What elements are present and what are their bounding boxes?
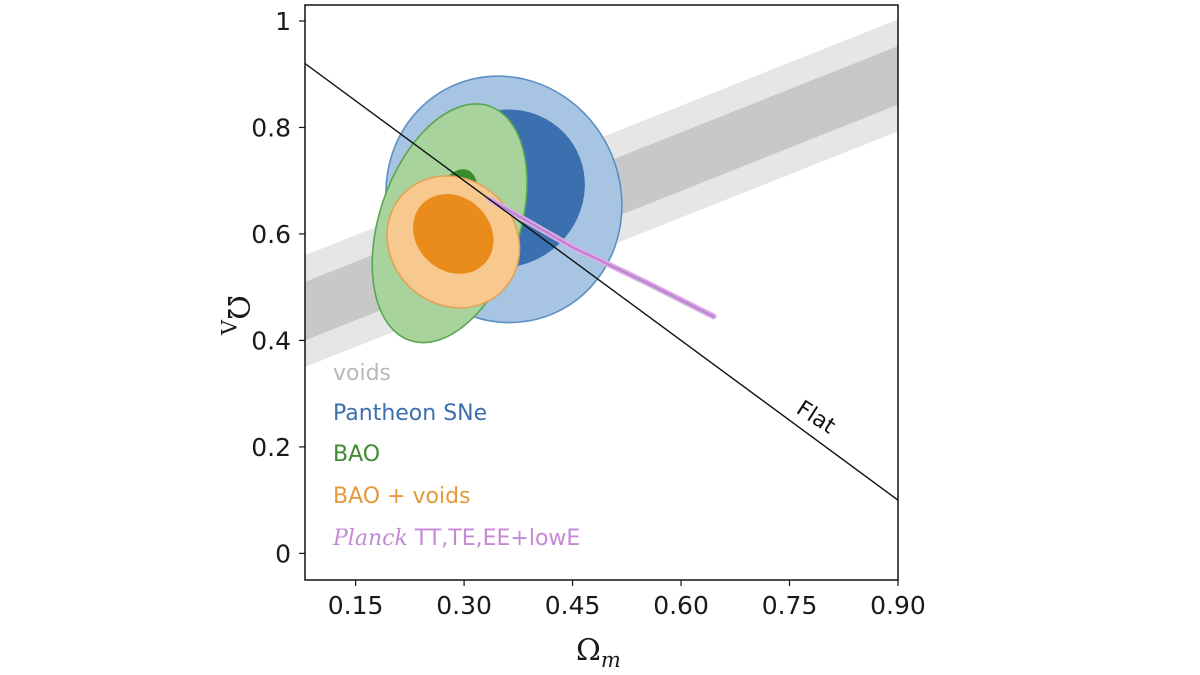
x-tick-label: 0.90 bbox=[870, 591, 926, 620]
x-axis-label: Ωm bbox=[576, 633, 621, 672]
legend-entry-bao: BAO bbox=[333, 442, 380, 467]
y-tick-label: 0.6 bbox=[251, 220, 291, 249]
bao-voids-contour-68 bbox=[413, 194, 494, 274]
plot-area bbox=[305, 19, 898, 501]
x-axis-label-sub: m bbox=[601, 648, 621, 672]
legend-planck-italic: Planck bbox=[332, 526, 408, 551]
y-tick-label: 0.2 bbox=[251, 433, 291, 462]
y-axis-label-sub: Λ bbox=[216, 319, 240, 336]
x-tick-label: 0.60 bbox=[653, 591, 709, 620]
plot-frame bbox=[304, 4, 899, 581]
legend-entry-voids: voids bbox=[333, 361, 391, 386]
legend-entry-bao-voids: BAO + voids bbox=[333, 484, 471, 509]
y-axis-label: ΩΛ bbox=[216, 295, 255, 336]
y-tick-label: 1 bbox=[275, 7, 291, 36]
y-axis: 0 0.2 0.4 0.6 0.8 1 bbox=[251, 7, 305, 568]
y-tick-label: 0.4 bbox=[251, 326, 291, 355]
x-tick-label: 0.15 bbox=[328, 591, 384, 620]
legend-entry-pantheon: Pantheon SNe bbox=[333, 401, 487, 426]
x-axis: 0.15 0.30 0.45 0.60 0.75 0.90 bbox=[328, 580, 926, 620]
legend: voids Pantheon SNe BAO BAO + voids Planc… bbox=[332, 361, 580, 551]
x-tick-label: 0.75 bbox=[762, 591, 818, 620]
y-tick-label: 0.8 bbox=[251, 113, 291, 142]
planck-contour-68 bbox=[488, 198, 715, 318]
legend-entry-planck: Planck TT,TE,EE+lowE bbox=[332, 526, 580, 551]
flat-line bbox=[305, 63, 898, 501]
flat-line-label: Flat bbox=[792, 396, 840, 439]
x-tick-label: 0.30 bbox=[436, 591, 492, 620]
x-tick-label: 0.45 bbox=[545, 591, 601, 620]
y-tick-label: 0 bbox=[275, 539, 291, 568]
